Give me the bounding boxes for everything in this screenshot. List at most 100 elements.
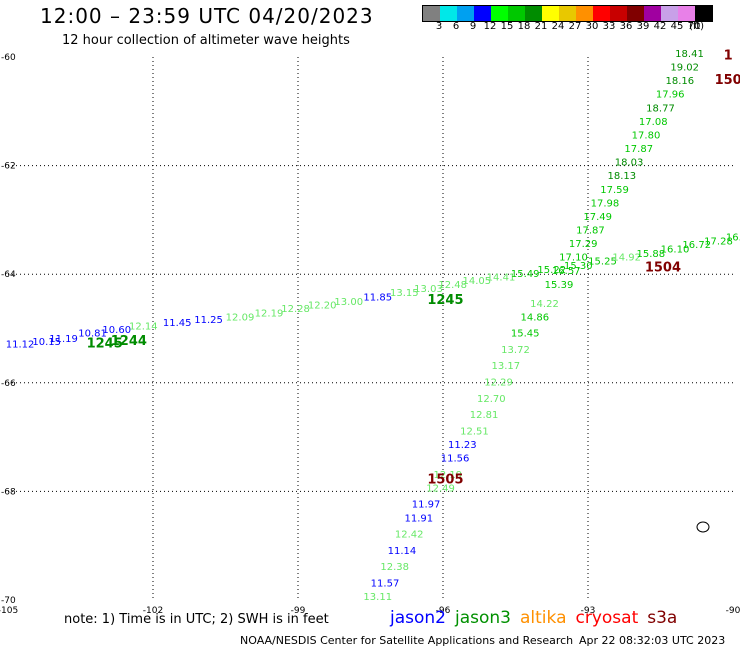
swh-value-label: 15.39 (545, 280, 574, 291)
lat-tick-label: -62 (1, 162, 16, 172)
swh-value-label: 15.49 (511, 269, 540, 280)
swh-value-label: 17.98 (591, 198, 620, 209)
swh-value-label: 17.10 (559, 253, 588, 264)
swh-value-label: 13.03 (414, 284, 443, 295)
swh-value-label: 17.96 (656, 90, 685, 101)
swh-value-label: 11.23 (448, 440, 477, 451)
swh-value-label: 13.72 (501, 345, 530, 356)
pass-time-label: 1504 (645, 260, 681, 275)
pass-time-label: 1245 (427, 293, 463, 308)
swh-value-label: 11.91 (405, 513, 434, 524)
swh-value-label: 14.41 (487, 273, 516, 284)
legend-tick-label: 12 (483, 21, 497, 32)
swh-value-label: 13.00 (334, 297, 363, 308)
swh-value-label: 13.11 (363, 592, 392, 603)
swh-value-label: 13.15 (390, 288, 419, 299)
satellite-jason2: jason2 (390, 608, 446, 628)
legend-unit: (ft) (689, 21, 705, 32)
lon-tick-label: -102 (143, 606, 163, 616)
legend-tick-label: 6 (452, 21, 460, 32)
swh-value-label: 16.57 (552, 266, 581, 277)
pass-time-label: 150 (715, 73, 740, 88)
swh-value-label: 12.38 (380, 562, 409, 573)
swh-value-label: 18.03 (615, 158, 644, 169)
legend-tick-label: 45 (670, 21, 684, 32)
legend-tick-label: 30 (585, 21, 599, 32)
footnote: note: 1) Time is in UTC; 2) SWH is in fe… (64, 612, 329, 627)
swh-value-label: 15.25 (588, 256, 617, 267)
swh-value-label: 17.59 (600, 185, 629, 196)
swh-value-label: 12.49 (426, 483, 455, 494)
legend-tick-labels: 3 6 9 12 15 18 21 24 27 30 33 36 39 42 45 70 (ft) (422, 21, 740, 35)
swh-value-label: 15.88 (637, 249, 666, 260)
generated-timestamp: Apr 22 08:32:03 UTC 2023 (579, 634, 726, 647)
swh-value-label: 10.15 (32, 337, 61, 348)
swh-value-label: 11.25 (194, 315, 223, 326)
legend-swatch (610, 6, 627, 21)
swh-value-label: 12.14 (129, 322, 158, 333)
swh-value-label: 17.80 (632, 130, 661, 141)
swh-value-label: 18.77 (646, 103, 675, 114)
swh-value-label: 12.48 (438, 280, 467, 291)
swh-value-label: 12.09 (226, 312, 255, 323)
swh-value-label: 11.85 (363, 292, 392, 303)
lat-tick-label: -64 (1, 270, 16, 280)
legend-tick-label: 15 (500, 21, 514, 32)
lon-tick-label: -93 (581, 606, 596, 616)
map-subtitle: 12 hour collection of altimeter wave hei… (62, 33, 350, 48)
swh-value-label: 10.60 (102, 325, 131, 336)
swh-value-label: 13.17 (492, 361, 521, 372)
swh-value-label: 11.57 (371, 578, 400, 589)
swh-value-label: 19.02 (670, 63, 699, 74)
swh-value-label: 12.81 (470, 410, 499, 421)
legend-tick-label: 39 (636, 21, 650, 32)
swh-value-label: 15.45 (511, 329, 540, 340)
legend-swatch (525, 6, 542, 21)
swh-value-label: 12.29 (484, 378, 513, 389)
swh-value-label: 17.87 (624, 144, 653, 155)
legend-swatch (542, 6, 559, 21)
swh-value-label: 11.97 (412, 500, 441, 511)
legend-tick-label: 18 (517, 21, 531, 32)
swh-value-label: 16.10 (661, 244, 690, 255)
swh-value-label: 15.22 (537, 265, 566, 276)
lat-tick-label: -68 (1, 487, 16, 497)
legend-tick-label: 3 (435, 21, 443, 32)
legend-swatch (644, 6, 661, 21)
legend-tick-label: 70 (687, 21, 701, 32)
legend-swatch (508, 6, 525, 21)
island-outline (696, 521, 710, 533)
satellite-cryosat: cryosat (575, 608, 639, 628)
legend-swatch (440, 6, 457, 21)
swh-value-label: 16.87 (726, 233, 740, 244)
wave-height-color-legend (422, 5, 713, 22)
pass-time-label: 1505 (427, 472, 463, 487)
legend-tick-label: 33 (602, 21, 616, 32)
swh-value-label: 11.56 (441, 454, 470, 465)
lat-tick-label: -60 (1, 53, 16, 63)
swh-value-label: 16.72 (682, 240, 711, 251)
legend-swatch (661, 6, 678, 21)
swh-value-label: 12.28 (281, 304, 310, 315)
lon-tick-label: -105 (0, 606, 18, 616)
swh-value-label: 14.05 (463, 276, 492, 287)
swh-value-label: 18.13 (608, 171, 637, 182)
lon-tick-label: -90 (726, 606, 740, 616)
legend-swatch (627, 6, 644, 21)
swh-value-label: 12.51 (460, 426, 489, 437)
legend-tick-label: 42 (653, 21, 667, 32)
swh-value-label: 11.14 (388, 546, 417, 557)
swh-value-label: 12.42 (395, 530, 424, 541)
swh-value-label: 14.86 (521, 312, 550, 323)
swh-value-label: 12.19 (434, 470, 463, 481)
swh-value-label: 11.19 (49, 334, 78, 345)
swh-value-label: 17.49 (583, 212, 612, 223)
legend-swatch (423, 6, 440, 21)
swh-value-label: 17.29 (569, 239, 598, 250)
legend-tick-label: 24 (551, 21, 565, 32)
swh-value-label: 10.81 (78, 329, 107, 340)
credit-line: NOAA/NESDIS Center for Satellite Applica… (240, 634, 574, 647)
pass-time-label: 1 (724, 49, 733, 64)
lon-tick-label: -99 (291, 606, 306, 616)
